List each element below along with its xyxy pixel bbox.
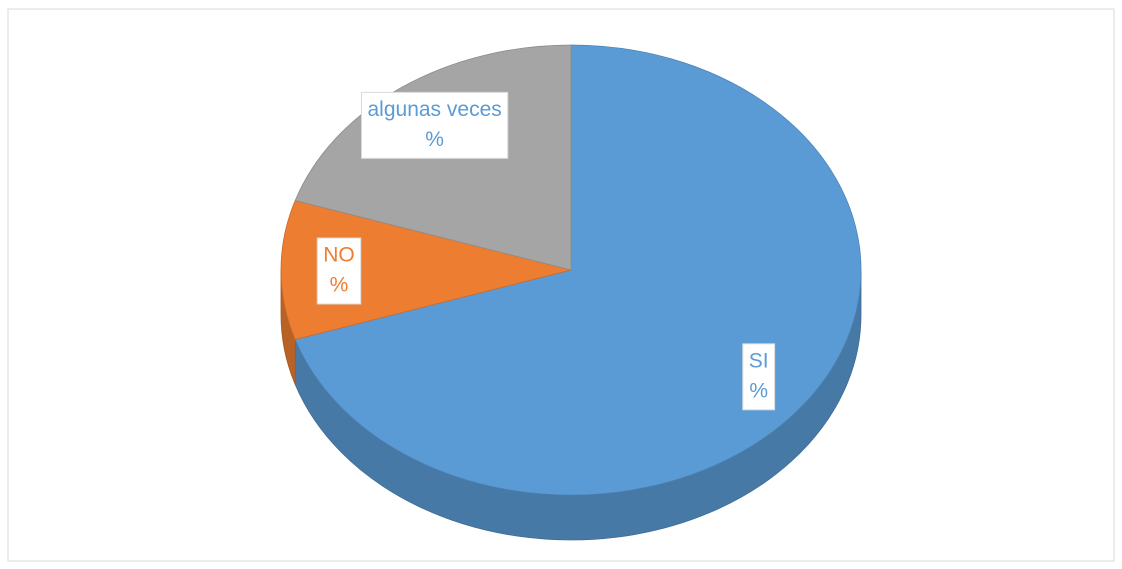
data-label-name: SI (749, 349, 769, 372)
data-label: NO% (316, 237, 362, 305)
data-label: SI% (742, 343, 776, 411)
data-label-value: % (749, 379, 768, 402)
data-label-box (361, 91, 509, 159)
data-label: algunas veces% (361, 91, 509, 159)
slice (294, 44, 862, 496)
data-label-box (316, 237, 362, 305)
data-label-name: algunas veces (368, 98, 502, 121)
data-label-value: % (425, 128, 444, 151)
data-label-value: % (330, 274, 349, 297)
data-label-box (742, 343, 776, 411)
data-label-name: NO (323, 244, 355, 267)
slice (280, 199, 572, 341)
